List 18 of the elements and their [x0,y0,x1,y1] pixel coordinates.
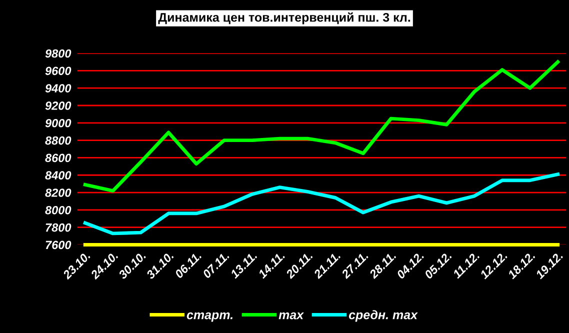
y-tick-label: 8000 [45,206,72,214]
legend-label: старт. [186,312,232,322]
chart-title: Динамика цен тов.интервенций пш. 3 кл. [158,12,410,24]
line-series [83,60,560,193]
line-series [83,172,560,236]
y-tick-label: 8200 [45,188,72,197]
y-tick-label: 8800 [45,136,72,145]
y-tick-label: 9000 [45,118,72,128]
legend-label: средн. max [348,310,418,322]
y-tick-label: 9800 [45,49,72,58]
y-tick-label: 9200 [45,102,72,110]
y-tick-label: 8600 [45,154,72,162]
y-tick-label: 9400 [45,84,72,92]
y-tick-label: 7800 [46,223,72,232]
legend-label: max [278,312,304,320]
y-tick-label: 7600 [46,240,72,250]
y-tick-label: 8400 [45,171,72,180]
y-tick-label: 9600 [45,66,72,76]
